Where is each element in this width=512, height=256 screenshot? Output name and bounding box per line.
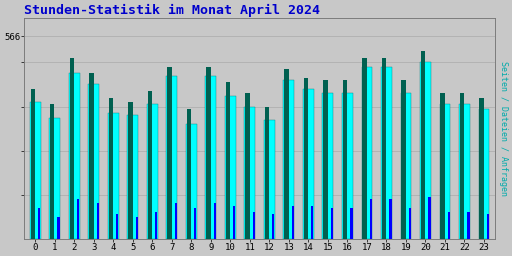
Bar: [303, 89, 314, 239]
Bar: [460, 93, 464, 239]
Bar: [38, 208, 40, 239]
Bar: [311, 206, 313, 239]
Bar: [225, 95, 236, 239]
Bar: [252, 212, 255, 239]
Bar: [265, 106, 269, 239]
Bar: [70, 58, 74, 239]
Bar: [147, 104, 158, 239]
Bar: [487, 215, 489, 239]
Bar: [459, 104, 470, 239]
Bar: [479, 98, 484, 239]
Bar: [479, 109, 489, 239]
Bar: [155, 212, 157, 239]
Bar: [206, 67, 210, 239]
Bar: [31, 89, 35, 239]
Bar: [89, 84, 99, 239]
Bar: [214, 204, 216, 239]
Bar: [428, 197, 431, 239]
Bar: [49, 118, 60, 239]
Bar: [292, 206, 294, 239]
Bar: [187, 109, 191, 239]
Bar: [109, 98, 113, 239]
Bar: [30, 102, 40, 239]
Bar: [324, 80, 328, 239]
Bar: [284, 80, 294, 239]
Bar: [350, 208, 352, 239]
Bar: [382, 58, 386, 239]
Y-axis label: Seiten / Dateien / Anfragen: Seiten / Dateien / Anfragen: [499, 61, 508, 196]
Bar: [284, 69, 289, 239]
Bar: [420, 62, 431, 239]
Bar: [69, 73, 79, 239]
Bar: [389, 199, 392, 239]
Bar: [97, 204, 99, 239]
Bar: [50, 104, 54, 239]
Bar: [264, 120, 274, 239]
Bar: [166, 76, 177, 239]
Bar: [194, 208, 197, 239]
Bar: [205, 76, 216, 239]
Bar: [401, 80, 406, 239]
Bar: [343, 80, 347, 239]
Text: Stunden-Statistik im Monat April 2024: Stunden-Statistik im Monat April 2024: [25, 4, 321, 17]
Bar: [233, 206, 236, 239]
Bar: [440, 93, 445, 239]
Bar: [108, 113, 119, 239]
Bar: [447, 212, 450, 239]
Bar: [148, 91, 152, 239]
Bar: [128, 102, 133, 239]
Bar: [370, 199, 372, 239]
Bar: [381, 67, 392, 239]
Bar: [467, 212, 470, 239]
Bar: [89, 73, 94, 239]
Bar: [136, 217, 138, 239]
Bar: [77, 199, 79, 239]
Bar: [116, 215, 118, 239]
Bar: [127, 115, 138, 239]
Bar: [244, 106, 255, 239]
Bar: [342, 93, 353, 239]
Bar: [226, 82, 230, 239]
Bar: [331, 208, 333, 239]
Bar: [272, 215, 274, 239]
Bar: [167, 67, 172, 239]
Bar: [421, 51, 425, 239]
Bar: [304, 78, 308, 239]
Bar: [323, 93, 333, 239]
Bar: [361, 67, 372, 239]
Bar: [186, 124, 197, 239]
Bar: [57, 217, 60, 239]
Bar: [400, 93, 411, 239]
Bar: [409, 208, 411, 239]
Bar: [245, 93, 249, 239]
Bar: [439, 104, 450, 239]
Bar: [175, 204, 177, 239]
Bar: [362, 58, 367, 239]
